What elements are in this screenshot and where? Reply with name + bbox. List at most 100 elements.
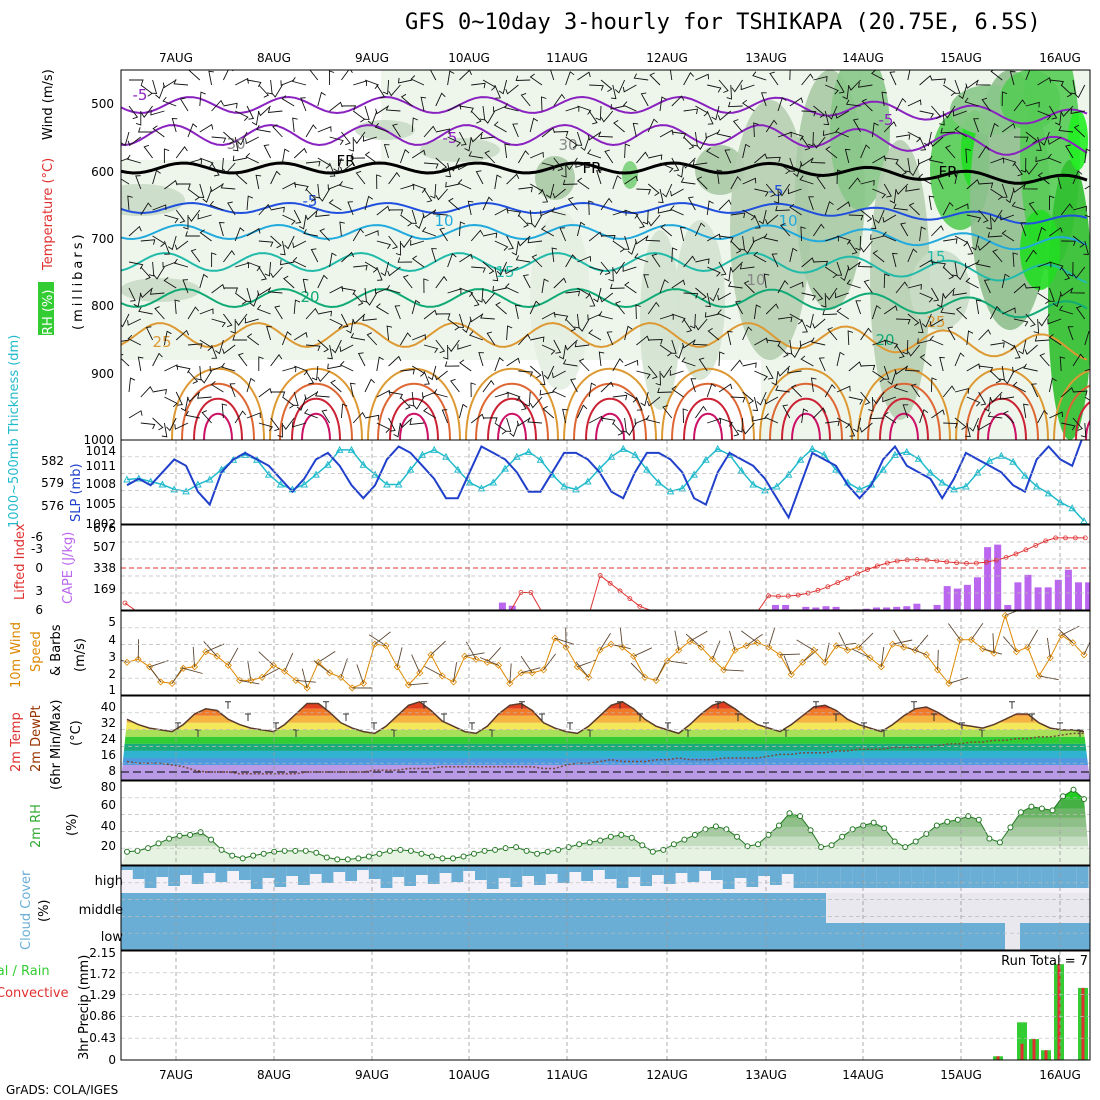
li-point [974, 560, 979, 566]
wind-barb [790, 384, 802, 398]
isotherm-core [399, 412, 429, 440]
wind-barb [374, 287, 389, 294]
wind-barb [140, 239, 156, 245]
wind-barb [223, 287, 239, 293]
wind-barb [633, 73, 649, 81]
date-label: 10AUG [448, 51, 490, 65]
rh2m-point [176, 832, 183, 839]
wind10-point [528, 669, 536, 677]
wind-barb [280, 240, 286, 256]
thickness-point [489, 478, 498, 486]
wind-barb [752, 71, 767, 81]
wind-barb [210, 381, 224, 393]
cape-bar [994, 544, 1002, 610]
wind-barb [1039, 353, 1050, 367]
wind-barb [530, 336, 545, 343]
wind-barb [197, 213, 212, 220]
minmax-marker [567, 722, 573, 730]
wind-barb [162, 96, 177, 107]
li-point [944, 559, 950, 565]
minmax-marker [715, 701, 721, 709]
wind-barb [400, 396, 411, 410]
li-point [528, 590, 534, 595]
thickness-point [394, 480, 403, 488]
wind-barb [506, 391, 521, 401]
cloud-high-bar [994, 866, 1006, 888]
wind10-point [540, 666, 548, 674]
wind-barb [771, 370, 779, 386]
wind10-barb [374, 631, 391, 645]
wind-barb [801, 408, 809, 424]
wind-barb [716, 169, 723, 185]
wind-barb [1047, 318, 1062, 325]
cape-bar [1034, 587, 1042, 610]
wind10-barb [599, 633, 611, 651]
minmax-marker [273, 722, 279, 730]
wind10-barb [685, 633, 702, 648]
wind-barb [505, 417, 512, 432]
isotherm-core [181, 382, 255, 440]
wind-barb [765, 119, 778, 133]
precip-axis: 2.15 1.72 1.29 0.86 0.43 0 Total / Rain … [0, 946, 1088, 1067]
wind-barb [364, 151, 378, 164]
wind-barb [777, 344, 789, 358]
cape-bar [782, 604, 790, 610]
wind-barb [522, 274, 531, 289]
contour-label: 10 [746, 271, 765, 289]
wind-barb [1037, 77, 1052, 86]
thickness-point [678, 484, 687, 492]
rh-shade [121, 278, 200, 302]
wind-barb [470, 382, 476, 398]
wind-barb [588, 231, 603, 242]
wind-barb [1038, 313, 1050, 327]
wind-barb [388, 417, 396, 432]
thickness-point [1044, 489, 1053, 497]
wind-barb [1002, 157, 1017, 167]
wind-barb [730, 212, 746, 219]
tick-label: 1005 [85, 497, 116, 511]
thickness-point [276, 480, 285, 488]
wind-barb [683, 136, 695, 150]
wind-barb [800, 226, 806, 242]
wind-barb [695, 258, 710, 264]
wind-barb [860, 240, 873, 253]
wind-barb [515, 255, 531, 263]
wind-barb [805, 313, 814, 329]
wind-barb [990, 70, 1003, 81]
wind-barb [504, 143, 510, 159]
cloud-level-low: low [101, 930, 124, 945]
wind-barb [580, 136, 590, 151]
rh2m-point [492, 846, 499, 853]
wind-barb [919, 110, 935, 119]
rh2m-point [281, 847, 288, 854]
wind-barb [763, 273, 770, 289]
cloud-high-bar [357, 866, 369, 870]
rh2m-point [386, 847, 393, 854]
wind-barb [636, 214, 645, 229]
wind-barb [1049, 411, 1064, 419]
contour-label: 10 [434, 212, 453, 230]
wind-barb [989, 391, 1003, 403]
cloud-high-bar [675, 866, 688, 873]
wind-barb [529, 365, 542, 379]
panel-frame [120, 780, 1091, 866]
wind-barb [423, 162, 439, 169]
wind-barb [692, 339, 708, 346]
cloud-high-bar [640, 866, 652, 886]
wind-barb [598, 351, 605, 367]
wind10-barb [183, 667, 203, 674]
tick-label: -3 [31, 542, 43, 556]
tick-label: 1014 [85, 444, 116, 458]
wind-barb [449, 157, 460, 172]
wind-barb [565, 254, 577, 268]
wind-barb [596, 170, 602, 185]
run-total: Run Total = 7 [1001, 954, 1088, 969]
thickness-point [465, 478, 474, 486]
wind-barb [1025, 131, 1038, 144]
rh2m-point [239, 855, 246, 862]
date-label: 14AUG [842, 51, 884, 65]
wind-barb [1049, 79, 1064, 87]
wind10-barb [1058, 628, 1074, 644]
wind-barb [551, 247, 558, 263]
rh2m-point [355, 855, 362, 862]
